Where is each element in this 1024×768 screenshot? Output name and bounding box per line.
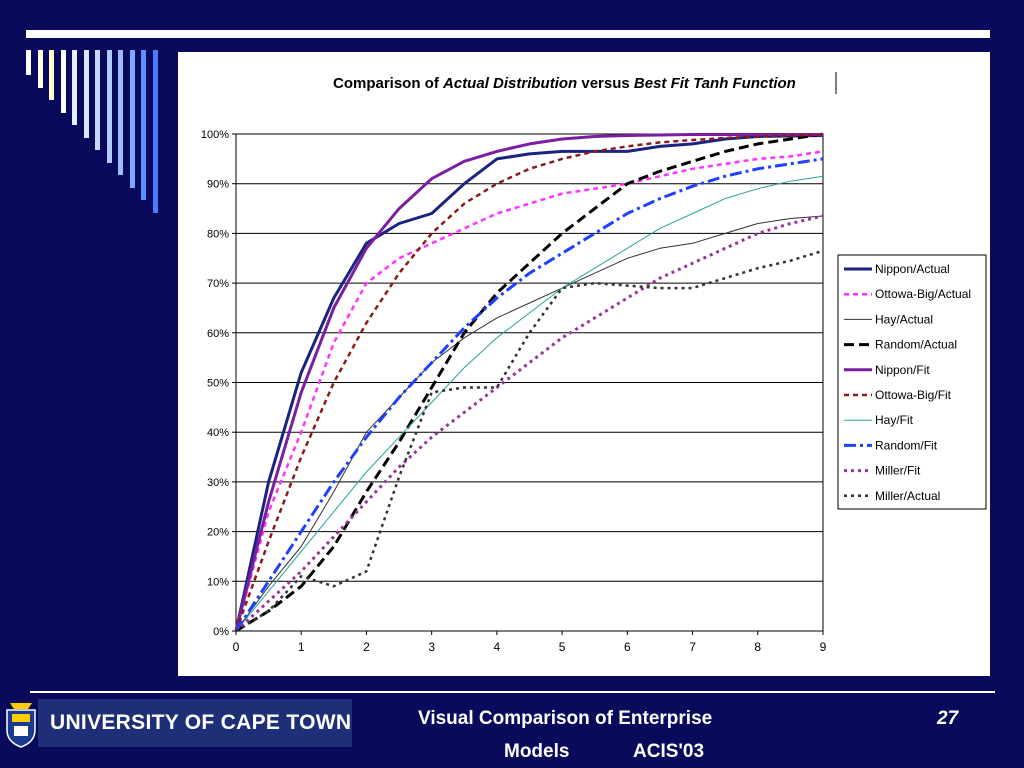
stripe (37, 50, 43, 88)
line-chart: Comparison of Actual Distribution versus… (201, 72, 987, 654)
footer-title-line1: Visual Comparison of Enterprise (418, 708, 713, 729)
y-tick-label: 50% (207, 378, 229, 390)
x-tick-label: 7 (689, 640, 696, 654)
title-part-3: versus (577, 75, 634, 92)
x-tick-label: 4 (494, 640, 501, 654)
series-line (235, 215, 824, 632)
plot-frame (235, 133, 824, 632)
y-tick-label: 10% (207, 576, 229, 588)
x-tick-label: 8 (754, 640, 761, 654)
university-banner: UNIVERSITY OF CAPE TOWN (38, 699, 352, 747)
series-line (235, 175, 824, 632)
y-tick-label: 30% (207, 477, 229, 489)
y-tick-label: 60% (207, 328, 229, 340)
series-line (234, 134, 824, 632)
legend-label: Miller/Fit (875, 464, 921, 478)
stripe (106, 50, 112, 163)
legend-box (837, 254, 987, 510)
x-tick-label: 2 (363, 640, 370, 654)
x-tick-label: 3 (428, 640, 435, 654)
y-tick-label: 70% (207, 278, 229, 290)
crest-icon (6, 703, 36, 748)
page-number: 27 (937, 708, 959, 729)
legend-label: Nippon/Fit (875, 363, 930, 377)
legend-label: Random/Fit (875, 438, 938, 452)
title-part-4: Best Fit Tanh Function (634, 75, 796, 92)
stripe (118, 50, 123, 175)
title-part-2: Actual Distribution (442, 75, 577, 92)
footer-divider (30, 691, 995, 693)
y-tick-label: 90% (207, 179, 229, 191)
title-part-1: Comparison of (333, 75, 443, 92)
series-line (235, 132, 824, 633)
legend-label: Ottowa-Big/Actual (875, 287, 971, 301)
stripe (60, 50, 66, 113)
stripe (152, 50, 158, 213)
footer-title-models: Models (504, 741, 570, 762)
stripe (129, 50, 135, 188)
legend-label: Hay/Actual (875, 312, 933, 326)
stripe (72, 50, 77, 125)
x-tick-label: 1 (298, 640, 305, 654)
top-bar (26, 30, 990, 38)
y-tick-label: 40% (207, 427, 229, 439)
chart-panel: Comparison of Actual Distribution versus… (178, 52, 990, 676)
stripe (49, 50, 54, 100)
y-tick-label: 20% (207, 527, 229, 539)
legend-label: Ottowa-Big/Fit (875, 388, 952, 402)
plot-area: 0% 10% 20% 30% 40% 50% 60% 70% 80% 90% 100% 0 1 2 3 4 5 6… (201, 129, 827, 654)
stripe (83, 50, 89, 138)
x-tick-label: 5 (559, 640, 566, 654)
y-tick-label: 0% (213, 626, 229, 638)
series-line (235, 249, 824, 633)
legend-label: Hay/Fit (875, 413, 914, 427)
y-tick-label: 100% (201, 129, 229, 141)
stripe (141, 50, 146, 200)
x-tick-label: 0 (233, 640, 240, 654)
series-line (234, 157, 824, 632)
stripe (95, 50, 100, 150)
legend: Nippon/Actual Ottowa-Big/Actual Hay/Actual… (837, 254, 987, 510)
footer-title-conference: ACIS'03 (633, 741, 705, 762)
legend-label: Random/Actual (875, 338, 957, 352)
series-line (234, 214, 824, 633)
y-tick-label: 80% (207, 228, 229, 240)
x-tick-label: 6 (624, 640, 631, 654)
stripe (26, 50, 31, 75)
legend-label: Miller/Actual (875, 489, 940, 503)
series-line (234, 133, 823, 632)
legend-label: Nippon/Actual (875, 262, 950, 276)
chart-title: Comparison of Actual Distribution versus… (333, 75, 796, 92)
x-tick-label: 9 (820, 640, 827, 654)
